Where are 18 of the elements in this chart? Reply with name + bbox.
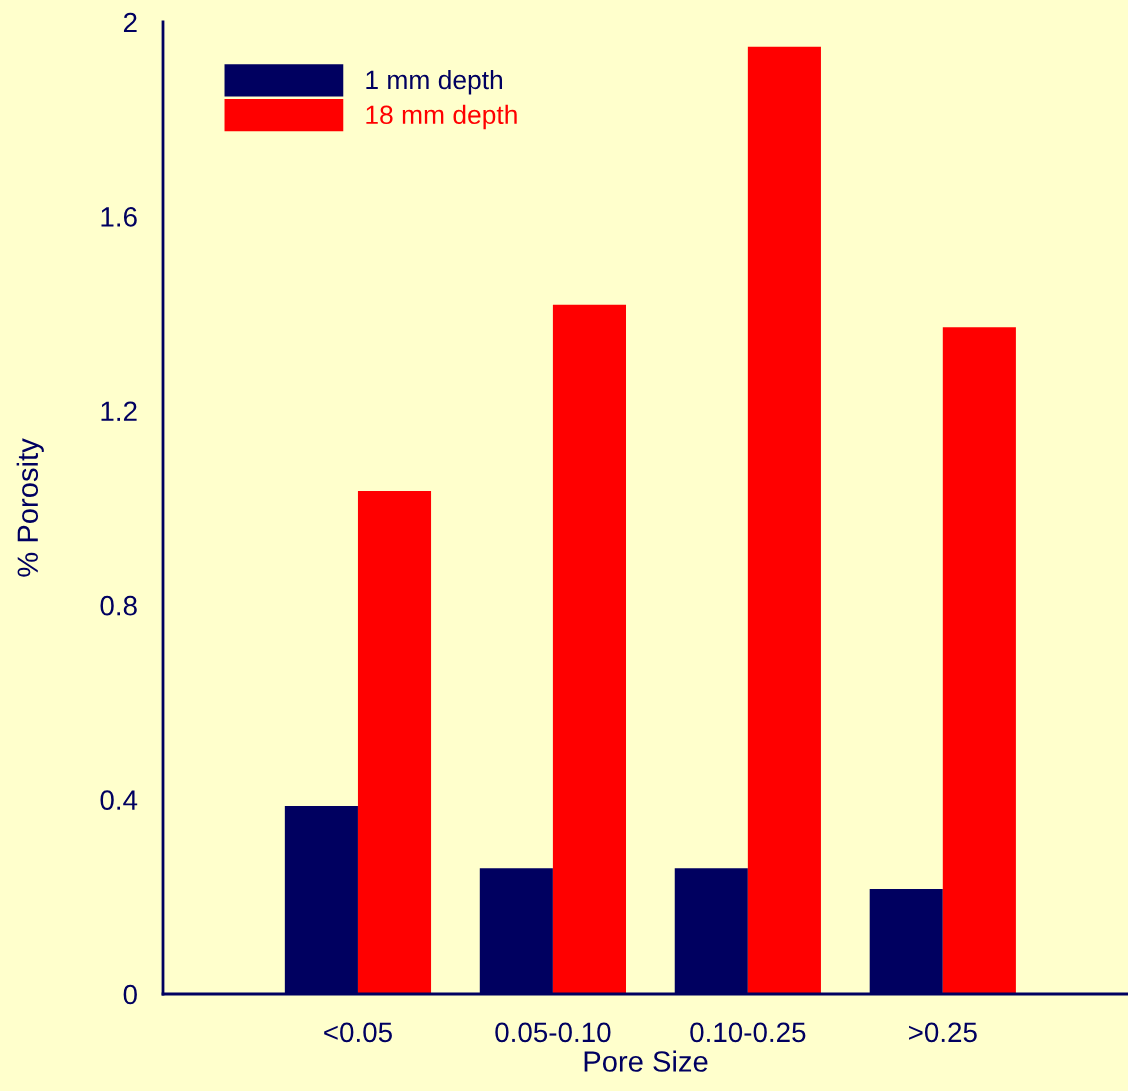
x-axis-title: Pore Size — [584, 1050, 708, 1072]
x-tick-label: 0.05-0.10 — [495, 1022, 611, 1043]
x-tick-label: 0.10-0.25 — [690, 1022, 806, 1043]
bar — [552, 304, 627, 994]
bar — [357, 490, 432, 994]
legend-label: 1 mm depth — [366, 69, 503, 95]
bar — [747, 46, 821, 994]
legend-label: 18 mm depth — [366, 104, 517, 130]
y-axis-title: % Porosity — [16, 438, 44, 577]
bar — [942, 327, 1016, 994]
x-tick-label: <0.05 — [324, 1022, 392, 1043]
y-tick-label: 1.2 — [101, 401, 137, 421]
x-tick-label: >0.25 — [909, 1022, 977, 1043]
y-tick-label: 0.8 — [100, 595, 137, 616]
y-tick-label: 0.4 — [100, 790, 138, 810]
y-tick-label: 1.6 — [101, 207, 137, 227]
y-tick-label: 2 — [123, 12, 137, 33]
y-tick-label: 0 — [123, 984, 137, 1005]
